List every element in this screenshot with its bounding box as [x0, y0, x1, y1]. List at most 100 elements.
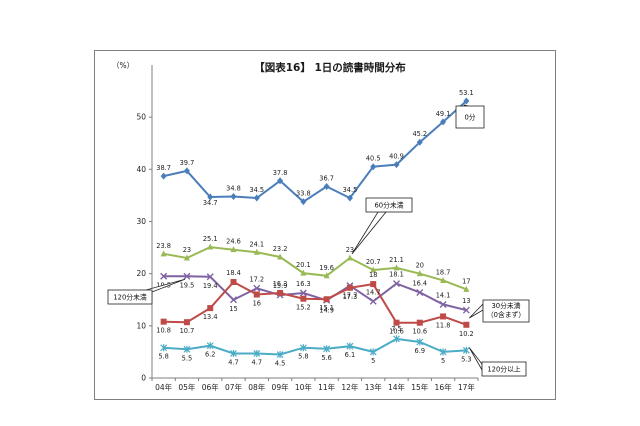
marker-square	[370, 281, 377, 288]
x-tick-label: 17年	[458, 382, 476, 392]
x-tick-label: 15年	[411, 382, 429, 392]
x-tick-label: 08年	[248, 382, 266, 392]
marker-diamond	[393, 161, 400, 169]
data-label: 10.8	[156, 327, 171, 335]
callout-30min-box	[482, 299, 530, 323]
callout-30min-label: （0含まず）	[487, 310, 525, 319]
x-tick-label: 04年	[155, 382, 173, 392]
marker-x	[299, 289, 307, 297]
x-tick-label: 12年	[341, 382, 359, 392]
data-label: 45.2	[412, 130, 427, 138]
marker-triangle	[416, 270, 423, 277]
data-label: 14.7	[366, 288, 381, 296]
data-label: 18.4	[226, 269, 241, 277]
data-label: 16.3	[273, 280, 288, 288]
marker-x	[160, 272, 168, 280]
marker-diamond	[346, 194, 353, 202]
marker-diamond	[440, 118, 447, 126]
data-label: 10.6	[389, 328, 404, 336]
marker-triangle	[253, 248, 260, 255]
y-tick-label: 50	[136, 113, 146, 122]
callout-120plus-label: 120分以上	[487, 365, 521, 374]
callout-0min-label: 0分	[464, 113, 475, 122]
marker-square	[183, 319, 190, 326]
marker-triangle	[393, 264, 400, 271]
marker-triangle	[300, 269, 307, 276]
data-label: 13	[462, 297, 470, 305]
data-label: 36.7	[319, 175, 334, 183]
data-label: 10.2	[459, 330, 474, 338]
data-label: 37.8	[273, 169, 288, 177]
data-label: 17.2	[249, 275, 264, 283]
data-labels: 38.7 39.7 34.7 34.8 34.5 37.8 33.8 36.7 34.5 40.5…	[156, 89, 473, 368]
marker-square	[393, 319, 400, 326]
y-tick-label: 20	[136, 269, 146, 278]
marker-diamond	[300, 198, 307, 206]
data-label: 14.1	[436, 291, 451, 299]
data-label: 6.1	[345, 351, 356, 359]
data-label: 23	[346, 246, 354, 254]
data-label: 15.1	[319, 304, 334, 312]
callout-120min-label: 120分未満	[113, 293, 147, 302]
data-label: 15.9	[273, 282, 288, 290]
data-label: 25.1	[203, 235, 218, 243]
marker-star	[230, 349, 237, 357]
data-label: 18	[369, 271, 377, 279]
marker-square	[160, 318, 167, 325]
data-label: 15.2	[296, 304, 311, 312]
data-label: 5.8	[298, 353, 309, 361]
data-label: 24.6	[226, 238, 241, 246]
marker-star	[183, 345, 191, 353]
marker-square	[440, 313, 447, 320]
marker-diamond	[370, 163, 377, 171]
marker-triangle	[277, 253, 284, 260]
data-label: 15	[229, 305, 237, 313]
marker-x	[416, 288, 424, 296]
marker-square	[416, 319, 423, 326]
chart-title: 【図表16】 1日の読書時間分布	[254, 61, 406, 74]
y-tick-label: 0	[141, 374, 146, 383]
marker-x	[393, 280, 400, 288]
data-label: 34.5	[249, 186, 264, 194]
y-tick-label: 10	[136, 321, 146, 330]
marker-star	[462, 346, 470, 354]
data-label: 23.8	[156, 242, 171, 250]
marker-x	[183, 272, 191, 280]
data-label: 6.2	[205, 351, 216, 359]
marker-diamond	[416, 138, 423, 146]
marker-star	[346, 342, 354, 350]
marker-triangle	[440, 276, 447, 283]
data-label: 4.7	[252, 358, 263, 366]
marker-triangle	[323, 272, 330, 279]
data-label: 53.1	[459, 89, 474, 97]
data-label: 17.7	[343, 292, 358, 300]
marker-square	[300, 295, 307, 302]
data-label: 34.7	[203, 199, 218, 207]
data-label: 40.9	[389, 153, 404, 161]
marker-x	[369, 297, 377, 305]
marker-diamond	[323, 183, 330, 191]
marker-star	[439, 348, 447, 356]
data-label: 19.4	[203, 282, 218, 290]
marker-diamond	[230, 192, 237, 200]
data-label: 17	[462, 277, 470, 285]
marker-square	[207, 305, 214, 312]
x-tick-label: 09年	[272, 382, 290, 392]
marker-star	[253, 349, 261, 357]
data-label: 18.7	[436, 268, 451, 276]
marker-diamond	[160, 172, 167, 180]
marker-x	[253, 284, 261, 292]
marker-square	[323, 296, 330, 303]
callout-60min-pointer	[351, 211, 387, 255]
marker-diamond	[183, 167, 190, 175]
series-lines	[163, 100, 468, 356]
marker-square	[230, 279, 237, 286]
data-label: 23	[183, 246, 191, 254]
x-tick-label: 11年	[318, 382, 336, 392]
marker-star	[393, 335, 400, 343]
marker-x	[230, 296, 237, 304]
y-tick-label: 40	[136, 165, 146, 174]
marker-star	[323, 345, 331, 353]
marker-x	[206, 273, 214, 281]
